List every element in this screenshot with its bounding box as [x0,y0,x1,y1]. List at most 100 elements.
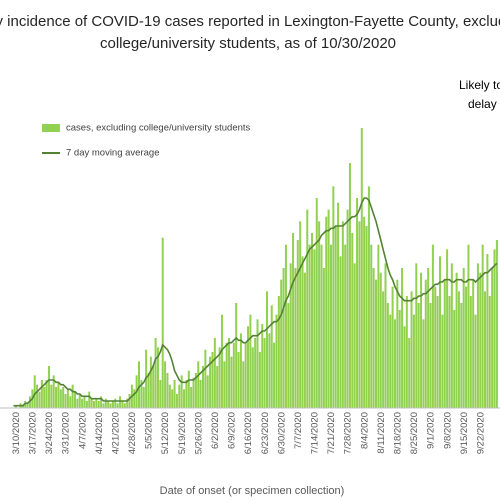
bar [365,226,368,408]
bar [40,380,43,408]
bar [277,296,280,408]
bar [213,338,216,408]
bar [358,221,361,408]
bar [107,401,110,408]
bar [327,209,330,408]
bar [95,398,98,408]
bar [59,389,62,408]
bar [178,384,181,408]
x-tick-label: 7/21/2020 [326,412,337,454]
bar [33,375,36,408]
x-tick-label: 7/7/2020 [293,412,304,449]
bar [24,401,27,408]
bar [289,263,292,408]
bar [204,349,207,408]
x-tick-label: 5/5/2020 [144,412,155,449]
bar [351,233,354,408]
bar [159,380,162,408]
bar [360,128,363,408]
bar [268,333,271,408]
x-tick-label: 8/11/2020 [376,412,387,454]
bar [100,396,103,408]
bar [161,237,164,408]
bar [180,375,183,408]
bar [398,310,401,408]
x-tick-label: 4/28/2020 [127,412,138,454]
bar [220,314,223,408]
bar [472,279,475,408]
x-tick-label: 8/25/2020 [409,412,420,454]
bar [55,387,58,408]
bar [21,405,24,408]
bar [282,268,285,408]
bar [187,370,190,408]
bar [436,296,439,408]
x-tick-label: 6/23/2020 [260,412,271,454]
bar [332,186,335,408]
plot-area: 3/10/2020 3/17/2020 3/24/2020 3/31/2020 4/7/… [0,128,500,454]
bar [126,398,129,408]
bar [249,314,252,408]
bar [263,338,266,408]
bar [348,163,351,408]
bar [427,268,430,408]
bar [202,366,204,408]
x-tick-label: 3/10/2020 [11,412,22,454]
x-tick-label: 3/17/2020 [28,412,39,454]
bar [420,272,423,408]
bar [254,338,257,408]
bar [363,216,366,408]
bar [467,244,470,408]
bar [78,394,81,408]
bar [479,272,482,408]
bar [441,314,444,408]
bar [474,314,477,408]
bar [318,221,321,408]
bar [74,391,77,408]
bar [57,382,60,408]
annotation: Likely to [459,78,500,92]
bar [168,384,171,408]
x-tick-label: 6/2/2020 [210,412,221,449]
bar [223,361,226,408]
bar [123,403,126,408]
bar [14,405,17,408]
bar [183,389,186,408]
x-tick-label: 5/26/2020 [193,412,204,454]
bar [166,373,169,408]
bar [377,244,380,408]
bar [147,373,150,408]
bar [258,352,261,408]
bar [275,314,278,408]
bar [313,249,316,408]
bar [119,396,122,408]
bar [429,303,432,408]
bar [71,384,74,408]
bar [85,401,88,408]
bar [265,291,268,408]
bar [114,398,117,408]
bar [81,398,84,408]
bar [247,326,250,408]
bar [116,403,119,408]
bar [171,389,174,408]
bar [199,380,202,408]
bar [372,268,375,408]
bar [62,387,65,408]
bar [111,401,114,408]
legend-label: 7 day moving average [66,148,159,159]
bar [311,233,314,408]
x-axis-title: Date of onset (or specimen collection) [160,485,345,497]
bar [386,303,389,408]
bar [367,186,370,408]
bar [128,394,131,408]
bar [457,291,460,408]
legend-label: cases, excluding college/university stud… [66,123,251,134]
x-tick-label: 8/4/2020 [359,412,370,449]
bar [140,380,143,408]
bar [484,291,487,408]
bar [443,279,446,408]
bar [244,342,247,408]
bar [273,342,276,408]
bar [242,361,245,408]
